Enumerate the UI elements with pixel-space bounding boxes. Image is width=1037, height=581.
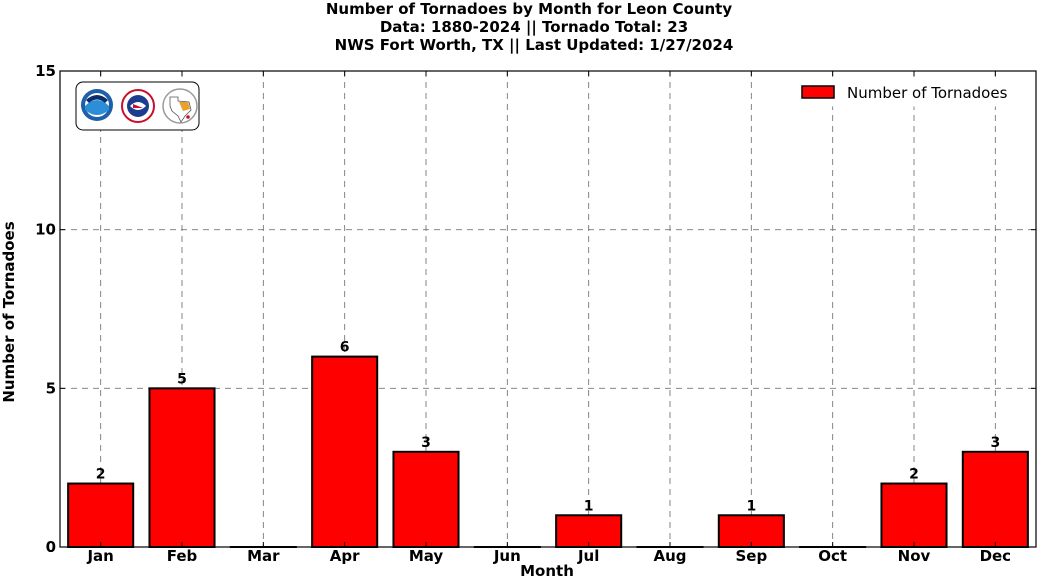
x-tick-label: Sep	[735, 547, 767, 565]
bar-value-label: 1	[584, 498, 594, 514]
x-tick-label: Feb	[167, 547, 198, 565]
bar-value-label: 5	[177, 371, 187, 387]
bar-may	[392, 450, 460, 548]
x-tick-label: Dec	[980, 547, 1012, 565]
bar-sep	[717, 514, 785, 548]
x-tick-labels: Jan Feb Mar Apr May Jun Jul Aug Sep Oct Nov Dec	[86, 71, 1011, 565]
bar-dec	[961, 450, 1029, 548]
national-weather-service-logo	[121, 89, 155, 123]
noaa-logo	[81, 89, 113, 121]
x-tick-label: Jun	[493, 547, 521, 565]
bar-value-label: 2	[96, 467, 106, 483]
bar-value-label: 3	[421, 435, 431, 451]
bar-value-labels: 2 5 6 3 1 1 2 3	[96, 340, 1000, 515]
x-tick-label: Apr	[330, 547, 360, 565]
y-tick-label: 15	[35, 62, 56, 80]
bar-jan	[67, 482, 135, 548]
x-tick-label: Mar	[247, 547, 280, 565]
legend-label: Number of Tornadoes	[847, 84, 1008, 102]
y-axis-label: Number of Tornadoes	[0, 221, 18, 402]
y-tick-label: 0	[46, 538, 56, 556]
bar-value-label: 6	[340, 340, 350, 356]
bar-feb	[148, 387, 216, 549]
texas-map-logo	[162, 88, 198, 124]
chart-title-line-1: Number of Tornadoes by Month for Leon Co…	[326, 0, 733, 18]
x-tick-label: May	[409, 547, 444, 565]
y-tick-label: 10	[35, 221, 56, 239]
bars-group	[67, 355, 1029, 549]
x-tick-label: Nov	[898, 547, 931, 565]
bar-value-label: 1	[746, 498, 756, 514]
legend-swatch	[801, 85, 835, 99]
y-tick-label: 5	[46, 379, 56, 397]
x-axis-label: Month	[520, 562, 574, 580]
chart-title-line-3: NWS Fort Worth, TX || Last Updated: 1/27…	[335, 36, 734, 55]
logos-box	[75, 81, 200, 131]
x-tick-label: Aug	[653, 547, 686, 565]
x-tick-label: Jan	[86, 547, 113, 565]
plot-frame	[59, 70, 1037, 548]
x-tick-label: Oct	[818, 547, 847, 565]
legend: Number of Tornadoes	[793, 79, 1029, 107]
bar-jul	[555, 514, 623, 548]
bar-value-label: 3	[990, 435, 1000, 451]
bar-nov	[880, 482, 948, 548]
bar-apr	[311, 355, 379, 548]
bar-value-label: 2	[909, 467, 919, 483]
x-tick-label: Jul	[577, 547, 599, 565]
chart-title-line-2: Data: 1880-2024 || Tornado Total: 23	[380, 18, 688, 37]
